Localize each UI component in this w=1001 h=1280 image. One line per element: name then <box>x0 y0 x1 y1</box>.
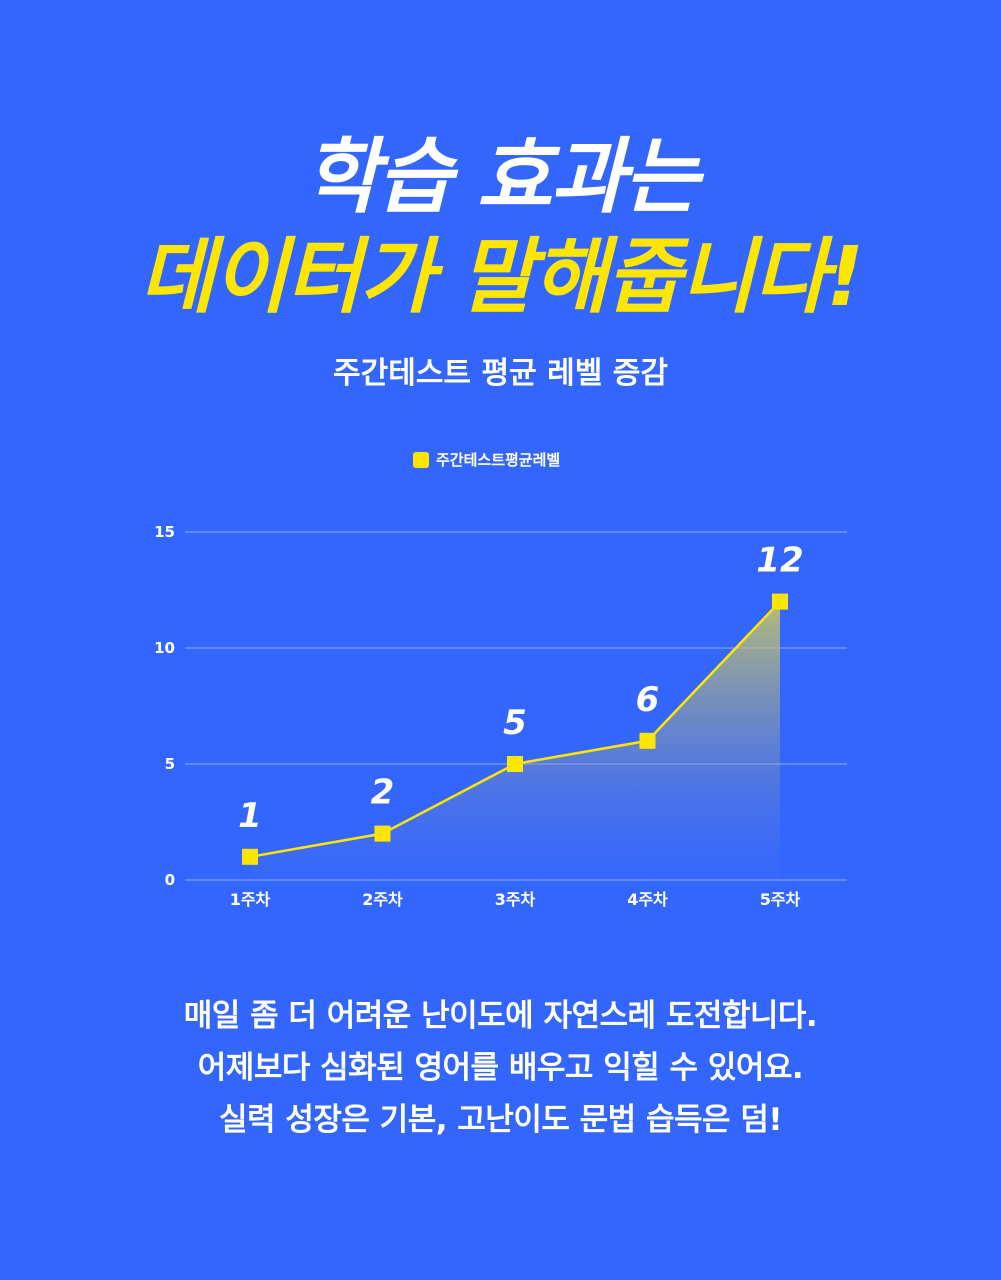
chart-subtitle: 주간테스트 평균 레벨 증감 <box>333 356 668 391</box>
data-label: 12 <box>756 541 803 581</box>
description-line-3: 실력 성장은 기본, 고난이도 문법 습득은 덤! <box>218 1102 783 1138</box>
data-label: 2 <box>371 773 395 813</box>
x-tick-label: 2주차 <box>362 890 403 909</box>
description-line-1: 매일 좀 더 어려운 난이도에 자연스레 도전합니다. <box>183 998 818 1034</box>
data-point <box>772 593 788 610</box>
y-tick-label: 10 <box>154 639 175 657</box>
legend-swatch <box>413 452 429 468</box>
headline-line-1: 학습 효과는 <box>303 130 700 225</box>
area-layer <box>250 601 780 880</box>
marker-layer <box>242 593 788 865</box>
y-tick-label: 15 <box>154 523 175 541</box>
x-tick-label: 5주차 <box>760 890 801 909</box>
data-label: 1 <box>238 796 262 836</box>
series-area <box>250 601 780 880</box>
data-label: 6 <box>636 680 660 720</box>
description-line-2: 어제보다 심화된 영어를 배우고 익힐 수 있어요. <box>197 1050 804 1086</box>
data-point <box>374 825 391 842</box>
y-tick-label: 0 <box>165 871 175 889</box>
data-point <box>242 848 258 865</box>
x-tick-label: 3주차 <box>495 890 536 909</box>
legend: 주간테스트평균레벨 <box>413 451 560 469</box>
legend-label: 주간테스트평균레벨 <box>436 451 560 469</box>
x-tick-label: 1주차 <box>230 890 271 909</box>
data-label: 5 <box>503 703 527 743</box>
y-tick-label: 5 <box>165 755 175 773</box>
description: 매일 좀 더 어려운 난이도에 자연스레 도전합니다. 어제보다 심화된 영어를… <box>0 990 1001 1146</box>
data-point <box>507 756 523 772</box>
data-point <box>639 732 656 749</box>
x-tick-label: 4주차 <box>627 890 668 909</box>
headline-line-2: 데이터가 말해줍니다! <box>139 230 864 325</box>
